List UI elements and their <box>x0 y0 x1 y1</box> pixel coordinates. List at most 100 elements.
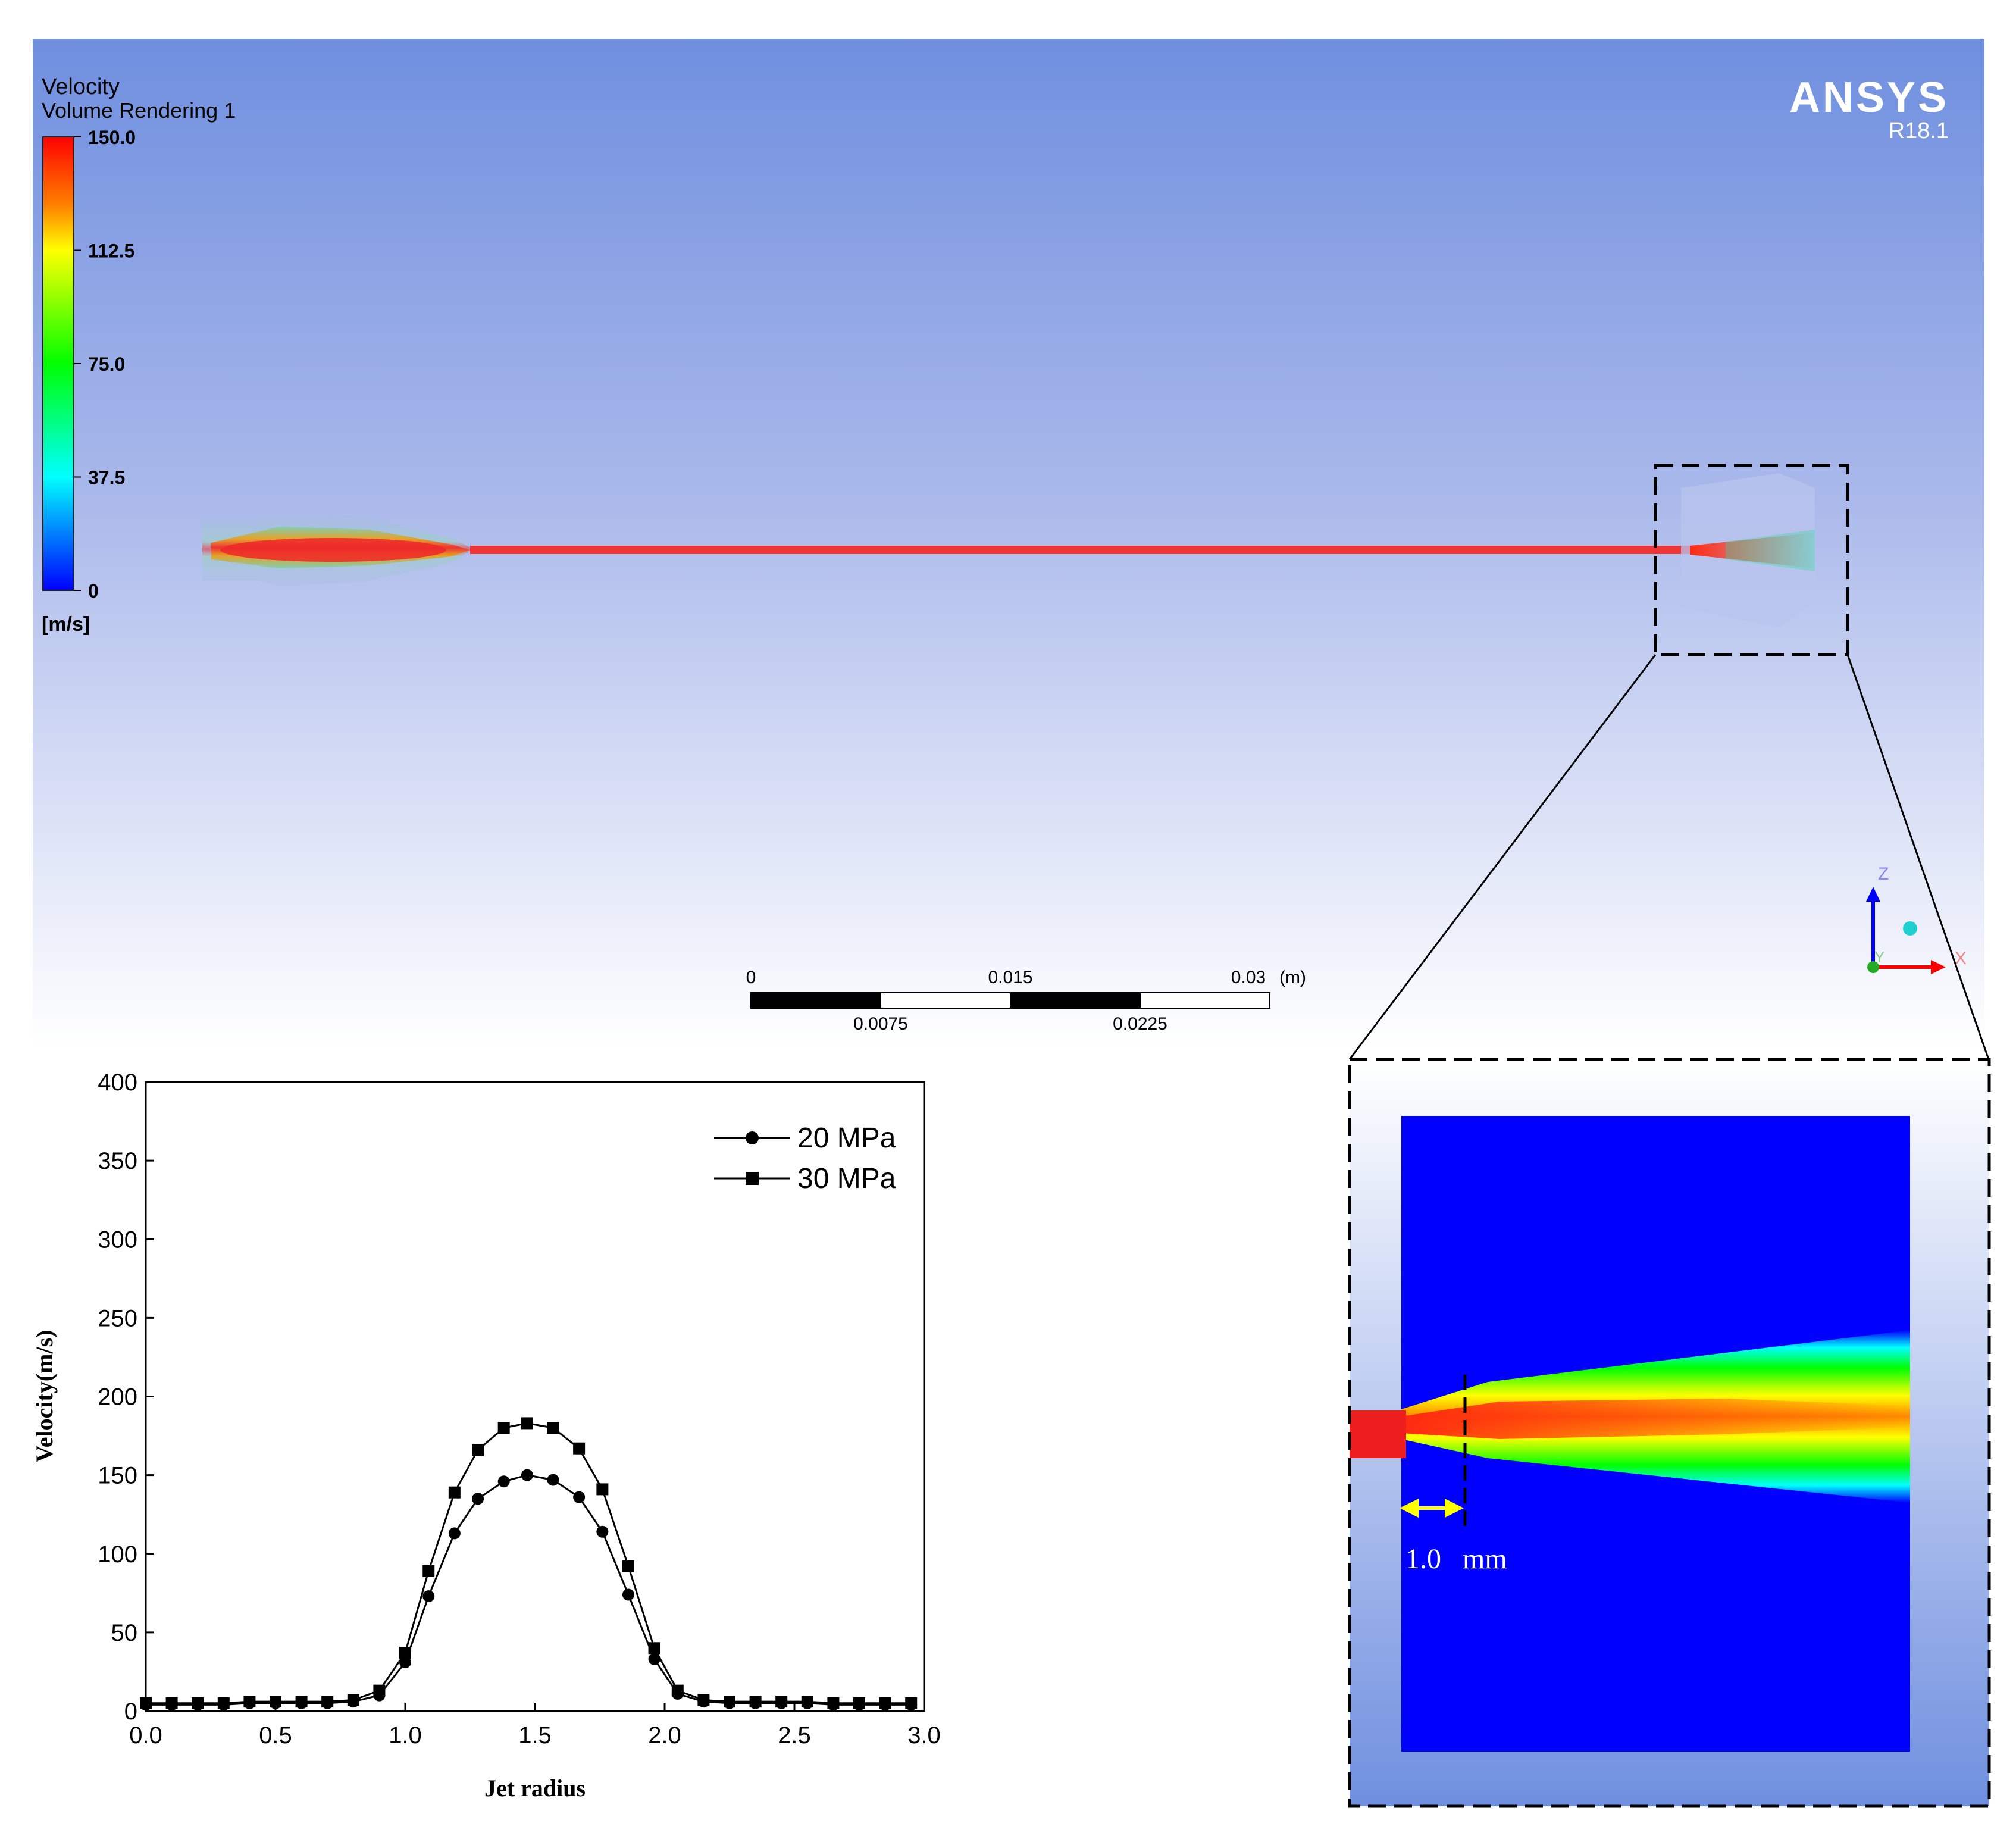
data-point-square <box>347 1694 359 1706</box>
legend-title: Velocity <box>42 74 120 99</box>
data-point-square <box>217 1697 230 1709</box>
velocity-line-chart: 0 50 100 150 200 250 300 350 400 0.0 0.5 1.0 1.5 2.0… <box>31 1069 941 1802</box>
legend-tick-label: 112.5 <box>88 240 134 262</box>
triad-view-dot <box>1903 921 1917 936</box>
zoom-nozzle-jet <box>1350 1410 1406 1458</box>
ansys-logo: ANSYS <box>1789 74 1949 121</box>
data-point-circle <box>448 1527 461 1540</box>
triad-x-label: X <box>1955 949 1967 968</box>
data-point-circle <box>622 1588 634 1601</box>
zoom-plume-core <box>1401 1399 1910 1439</box>
data-point-square <box>596 1483 609 1496</box>
y-tick-label: 250 <box>98 1305 137 1331</box>
triad-y-label: Y <box>1874 948 1884 966</box>
data-point-circle <box>521 1469 533 1481</box>
zoom-marker-box <box>1654 464 1849 656</box>
data-point-square <box>243 1696 256 1708</box>
series-layer <box>140 1417 918 1711</box>
jet-geometry <box>202 473 1815 628</box>
y-tick-label: 100 <box>98 1541 137 1568</box>
x-tick-label: 0.0 <box>129 1722 162 1749</box>
data-point-square <box>497 1422 510 1434</box>
data-point-square <box>749 1696 762 1708</box>
legend-tick-label: 150.0 <box>88 127 136 148</box>
zoom-inset: 1.0 mm <box>1348 1058 1991 1808</box>
data-point-square <box>472 1444 484 1456</box>
data-point-circle <box>422 1590 435 1603</box>
data-point-square <box>192 1697 204 1709</box>
x-tick-label: 3.0 <box>907 1722 941 1749</box>
data-point-square <box>879 1697 891 1709</box>
data-point-square <box>775 1696 788 1708</box>
data-point-square <box>724 1696 735 1708</box>
data-point-circle <box>497 1475 510 1488</box>
x-tick-label: 1.5 <box>518 1722 552 1749</box>
data-point-square <box>697 1694 710 1706</box>
data-point-square <box>827 1697 840 1709</box>
jet-stream <box>470 546 1690 554</box>
zoom-length-label: 1.0 mm <box>1405 1543 1507 1575</box>
length-arrow-left-head <box>1400 1499 1419 1518</box>
length-arrow-right-head <box>1445 1499 1464 1518</box>
data-point-square <box>448 1486 461 1499</box>
scale-bar: 0 0.015 0.03 (m) 0.0075 0.0225 <box>746 968 1306 1034</box>
data-point-square <box>801 1696 813 1708</box>
data-point-square <box>270 1696 281 1708</box>
ansys-render-panel: Velocity Volume Rendering 1 150.0 112.5 75… <box>33 39 1984 1047</box>
axis-triad: Z X Y <box>1866 864 1967 974</box>
y-tick-label: 150 <box>98 1463 137 1489</box>
ansys-version: R18.1 <box>1889 118 1949 143</box>
outlet-plume-halo <box>1726 530 1815 571</box>
y-tick-label: 300 <box>98 1227 137 1253</box>
velocity-legend: Velocity Volume Rendering 1 150.0 112.5 75… <box>42 74 236 636</box>
data-point-square <box>573 1442 586 1455</box>
data-point-circle <box>596 1525 609 1538</box>
scale-label-00075: 0.0075 <box>853 1014 908 1034</box>
data-point-square <box>521 1417 533 1430</box>
plot-frame <box>145 1081 925 1712</box>
y-tick-label: 400 <box>98 1069 137 1096</box>
triad-x-arrow <box>1931 960 1946 974</box>
data-point-square <box>671 1684 684 1697</box>
data-point-square <box>373 1684 386 1697</box>
legend-label-30mpa: 30 MPa <box>797 1163 896 1194</box>
legend-unit: [m/s] <box>42 613 90 636</box>
chart-legend: 20 MPa 30 MPa <box>714 1122 896 1194</box>
data-point-square <box>295 1696 308 1708</box>
legend-marker-30mpa <box>746 1172 759 1185</box>
scale-label-0: 0 <box>746 968 756 987</box>
series-30-mpa <box>140 1417 918 1709</box>
y-axis-ticks: 0 50 100 150 200 250 300 350 400 <box>98 1069 154 1725</box>
data-point-circle <box>547 1474 559 1486</box>
y-tick-label: 50 <box>111 1620 138 1646</box>
data-point-square <box>648 1642 660 1655</box>
data-point-square <box>547 1422 559 1434</box>
nozzle-hotspot <box>220 538 446 562</box>
legend-tick-label: 0 <box>88 580 99 602</box>
zoom-length-arrow <box>1400 1499 1464 1518</box>
scale-unit: (m) <box>1279 968 1306 987</box>
legend-ticks: 150.0 112.5 75.0 37.5 0 <box>74 127 136 602</box>
y-tick-label: 350 <box>98 1148 137 1174</box>
data-point-square <box>140 1697 152 1709</box>
scale-seg-1 <box>750 992 881 1009</box>
data-point-circle <box>472 1493 484 1505</box>
scale-label-00225: 0.0225 <box>1113 1014 1167 1034</box>
scale-seg-2 <box>880 992 1011 1009</box>
data-point-square <box>399 1647 411 1659</box>
data-point-circle <box>399 1656 411 1669</box>
x-tick-label: 2.5 <box>778 1722 811 1749</box>
legend-tick-label: 37.5 <box>88 467 125 489</box>
triad-z-label: Z <box>1878 864 1889 884</box>
legend-marker-20mpa <box>746 1131 759 1144</box>
zoom-connector-right <box>1846 654 1990 1060</box>
x-tick-label: 0.5 <box>259 1722 292 1749</box>
y-axis-label: Velocity(m/s) <box>31 1330 58 1463</box>
scale-seg-4 <box>1140 992 1270 1009</box>
x-tick-label: 1.0 <box>389 1722 422 1749</box>
data-point-square <box>422 1565 435 1577</box>
data-point-square <box>853 1697 865 1709</box>
outlet-plume <box>1690 533 1815 568</box>
triad-origin <box>1867 961 1879 973</box>
legend-subtitle: Volume Rendering 1 <box>42 98 236 123</box>
